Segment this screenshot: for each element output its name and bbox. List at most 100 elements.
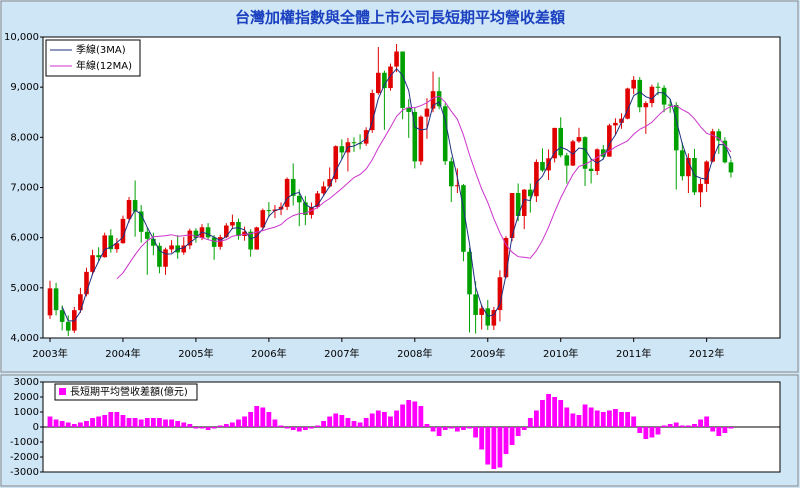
bar — [236, 419, 241, 427]
legend-label: 年線(12MA) — [76, 59, 132, 72]
bar — [594, 410, 600, 427]
ma-line — [61, 67, 732, 322]
candle-body — [382, 72, 387, 89]
y-tick-label: 6,000 — [10, 233, 39, 244]
candle-body — [284, 178, 290, 207]
bar — [637, 427, 643, 433]
bar — [564, 407, 570, 427]
candle-body — [448, 161, 454, 187]
bar — [382, 412, 387, 427]
bar — [65, 422, 71, 427]
bar — [540, 400, 545, 427]
bar — [497, 427, 503, 468]
candle-body — [339, 146, 345, 153]
candle-body — [576, 137, 582, 142]
candle-body — [90, 255, 95, 272]
bar — [47, 416, 53, 427]
candle-body — [600, 149, 606, 157]
candle-body — [84, 271, 89, 295]
bar — [248, 412, 254, 427]
bar — [667, 424, 673, 427]
bar — [71, 424, 77, 427]
bar — [400, 404, 406, 427]
candle-body — [53, 288, 59, 311]
bar — [132, 418, 138, 427]
candle-body — [120, 218, 126, 244]
bar — [673, 422, 679, 427]
candle-body — [704, 161, 709, 184]
candle-body — [667, 104, 673, 106]
bar — [704, 416, 710, 427]
candle-body — [607, 125, 612, 157]
candle-body — [205, 227, 211, 238]
bar — [108, 412, 114, 427]
candle-body — [65, 321, 71, 331]
candle-body — [521, 189, 527, 216]
bar — [716, 427, 722, 436]
x-tick-label: 2004年 — [105, 347, 140, 360]
plot-area — [42, 36, 781, 339]
bar — [625, 412, 630, 427]
chart-title: 台灣加權指數與全體上市公司長短期平均營收差額 — [235, 9, 565, 27]
bar — [588, 407, 594, 427]
bar — [363, 418, 369, 427]
x-tick-label: 2003年 — [32, 347, 67, 360]
candle-body — [388, 66, 393, 89]
bar — [661, 425, 667, 427]
x-tick-label: 2007年 — [324, 347, 359, 360]
y-tick-label: 5,000 — [10, 283, 39, 294]
bar — [473, 427, 478, 438]
bar — [412, 401, 418, 427]
candle-body — [406, 107, 412, 112]
candle-body — [187, 230, 193, 246]
legend-swatch — [59, 388, 66, 395]
bar — [53, 419, 59, 427]
candle-body — [619, 118, 624, 123]
bar — [552, 397, 558, 427]
bar — [509, 427, 515, 445]
bar — [187, 424, 193, 427]
y-tick-label: 1000 — [14, 407, 39, 418]
bar — [296, 427, 302, 432]
candle-body — [151, 238, 156, 246]
bar — [284, 427, 290, 429]
bar — [169, 419, 174, 427]
candle-body — [363, 130, 369, 144]
y-tick-label: 8,000 — [10, 132, 39, 143]
candle-body — [613, 122, 618, 126]
bar — [394, 410, 399, 427]
candle-body — [157, 245, 162, 267]
candle-body — [248, 231, 253, 250]
candle-body — [491, 310, 497, 326]
candle-body — [327, 179, 332, 187]
bar — [461, 427, 466, 430]
bar — [527, 418, 533, 427]
bar — [448, 427, 454, 429]
candle-body — [114, 243, 120, 250]
candle-body — [540, 161, 545, 171]
candle-body — [661, 87, 667, 105]
candle-body — [169, 245, 174, 250]
y-tick-label: -3000 — [10, 467, 39, 478]
candle-body — [400, 51, 405, 108]
candle-body — [303, 202, 308, 215]
candle-body — [673, 105, 679, 151]
bar — [96, 416, 102, 427]
candle-body — [594, 149, 600, 171]
candle-body — [296, 195, 302, 203]
bar — [290, 427, 296, 430]
candle-body — [357, 143, 363, 145]
bar — [491, 427, 497, 469]
bar — [230, 422, 235, 427]
candle-body — [193, 230, 199, 238]
bar — [205, 427, 211, 430]
candle-body — [643, 103, 649, 108]
bar — [345, 418, 351, 427]
candle-body — [412, 111, 418, 162]
bar — [692, 424, 697, 427]
candle-body — [254, 227, 260, 250]
bar — [710, 427, 716, 432]
candle-body — [588, 168, 594, 171]
candle-body — [722, 140, 728, 163]
